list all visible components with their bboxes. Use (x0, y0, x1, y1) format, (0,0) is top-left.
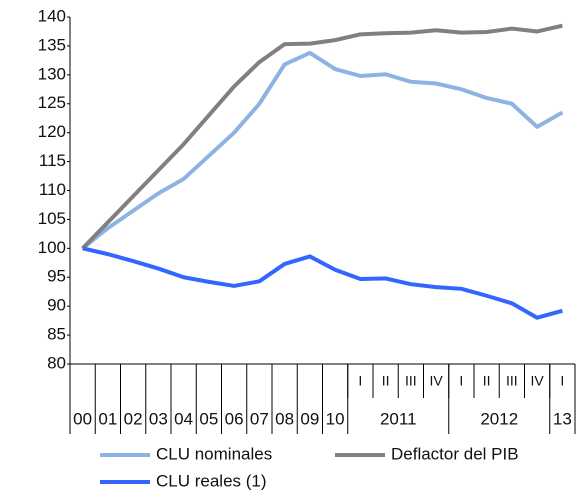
y-tick-label: 130 (38, 64, 66, 83)
series-line (82, 246, 563, 320)
y-tick-label: 120 (38, 122, 66, 141)
legend-label: Deflactor del PIB (391, 444, 519, 463)
y-tick-label: 80 (47, 353, 66, 372)
x-tick-label: I (459, 373, 463, 389)
x-group-label: 10 (326, 409, 345, 428)
x-tick-label: III (405, 373, 417, 389)
x-group-label: 08 (275, 409, 294, 428)
x-group-label: 01 (98, 409, 117, 428)
x-group-label: 2012 (480, 409, 518, 428)
y-tick-label: 85 (47, 325, 66, 344)
x-group-label: 05 (199, 409, 218, 428)
legend-label: CLU reales (1) (156, 471, 267, 490)
y-tick-label: 105 (38, 209, 66, 228)
x-tick-label: II (483, 373, 491, 389)
y-tick-label: 135 (38, 35, 66, 54)
series-line (81, 50, 564, 250)
x-tick-label: III (506, 373, 518, 389)
x-group-label: 13 (553, 409, 572, 428)
x-group-label: 06 (225, 409, 244, 428)
x-tick-label: I (358, 373, 362, 389)
y-tick-label: 115 (39, 151, 66, 170)
y-tick-label: 90 (47, 296, 66, 315)
x-group-label: 09 (300, 409, 319, 428)
x-tick-label: IV (531, 373, 545, 389)
series-line (81, 23, 563, 250)
y-tick-label: 140 (38, 6, 66, 25)
x-group-label: 07 (250, 409, 269, 428)
x-group-label: 00 (73, 409, 92, 428)
y-tick-label: 110 (39, 180, 66, 199)
x-group-label: 2011 (380, 409, 417, 428)
x-group-label: 02 (124, 409, 143, 428)
legend-label: CLU nominales (156, 444, 272, 463)
x-tick-label: IV (430, 373, 444, 389)
x-tick-label: I (560, 373, 564, 389)
y-tick-label: 125 (38, 93, 66, 112)
y-tick-label: 100 (38, 238, 66, 257)
y-tick-label: 95 (47, 267, 66, 286)
x-group-label: 03 (149, 409, 168, 428)
x-tick-label: II (382, 373, 390, 389)
x-group-label: 04 (174, 409, 193, 428)
